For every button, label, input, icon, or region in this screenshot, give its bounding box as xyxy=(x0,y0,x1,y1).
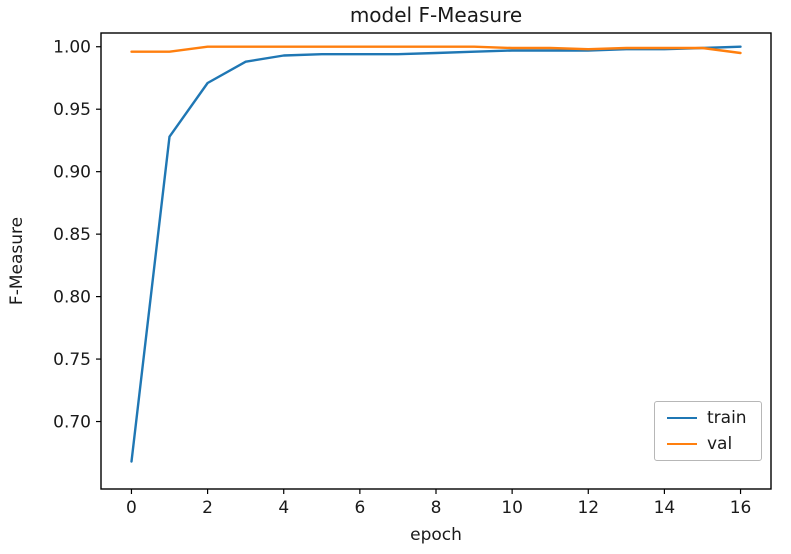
y-tick-label: 1.00 xyxy=(53,38,91,58)
x-tick-label: 0 xyxy=(126,498,137,518)
x-tick-label: 4 xyxy=(278,498,289,518)
x-tick-label: 16 xyxy=(730,498,752,518)
legend-item-train: train xyxy=(667,409,749,428)
x-axis-label: epoch xyxy=(410,525,462,545)
y-tick-label: 0.95 xyxy=(53,100,91,120)
x-tick-label: 2 xyxy=(202,498,213,518)
chart-title: model F-Measure xyxy=(350,3,522,27)
series-line-train xyxy=(130,45,742,463)
y-tick-label: 0.75 xyxy=(53,350,91,370)
x-tick-label: 8 xyxy=(431,498,442,518)
y-tick-label: 0.90 xyxy=(53,163,91,183)
legend-swatch-train xyxy=(667,417,697,420)
legend-item-val: val xyxy=(667,433,749,454)
legend-label: val xyxy=(707,433,733,454)
x-tick-label: 6 xyxy=(354,498,365,518)
y-tick-label: 0.70 xyxy=(53,413,91,433)
legend-label: train xyxy=(707,408,747,428)
y-axis-label: F-Measure xyxy=(7,217,27,305)
legend: train val xyxy=(654,401,762,462)
y-tick-label: 0.85 xyxy=(53,225,91,245)
series-line-val xyxy=(130,45,742,55)
x-tick-label: 12 xyxy=(577,498,599,518)
plot-frame xyxy=(100,32,772,490)
legend-swatch-val xyxy=(667,443,697,446)
x-tick-label: 10 xyxy=(501,498,523,518)
x-tick-label: 14 xyxy=(654,498,676,518)
y-tick-label: 0.80 xyxy=(53,288,91,308)
